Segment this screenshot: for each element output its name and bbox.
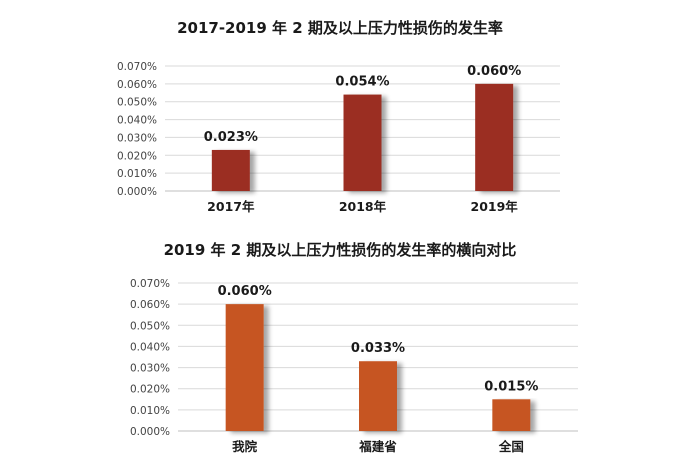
data-label: 0.060% — [218, 284, 272, 299]
bar — [343, 94, 382, 191]
y-tick-label: 0.030% — [117, 132, 157, 144]
y-tick-label: 0.040% — [117, 115, 157, 127]
y-tick-label: 0.070% — [130, 278, 170, 290]
y-tick-label: 0.010% — [117, 168, 157, 180]
chart-2-title: 2019 年 2 期及以上压力性损伤的发生率的横向对比 — [164, 241, 517, 259]
y-tick-label: 0.020% — [117, 150, 157, 162]
y-tick-label: 0.050% — [130, 320, 170, 332]
y-tick-label: 0.040% — [130, 341, 170, 353]
y-tick-label: 0.010% — [130, 405, 170, 417]
category-label: 2017年 — [207, 199, 255, 214]
data-label: 0.023% — [204, 130, 258, 145]
y-tick-label: 0.030% — [130, 363, 170, 375]
y-tick-label: 0.060% — [117, 79, 157, 91]
bar — [211, 149, 250, 191]
category-label: 我院 — [232, 439, 258, 454]
y-tick-label: 0.000% — [130, 426, 170, 438]
category-label: 2018年 — [339, 199, 387, 214]
category-label: 福建省 — [358, 439, 397, 454]
bar — [492, 399, 531, 431]
chart-1: 2017-2019 年 2 期及以上压力性损伤的发生率 0.000% 0.010%… — [117, 19, 560, 214]
chart-1-title: 2017-2019 年 2 期及以上压力性损伤的发生率 — [177, 19, 503, 37]
bar — [225, 304, 264, 431]
bar — [475, 83, 514, 191]
data-label: 0.015% — [484, 379, 538, 394]
bar — [359, 361, 397, 431]
y-tick-label: 0.020% — [130, 384, 170, 396]
category-label: 2019年 — [471, 199, 519, 214]
data-label: 0.054% — [335, 75, 389, 90]
y-tick-label: 0.070% — [117, 61, 157, 73]
category-label: 全国 — [498, 439, 524, 454]
y-tick-label: 0.060% — [130, 299, 170, 311]
data-label: 0.060% — [467, 64, 521, 79]
chart-2: 2019 年 2 期及以上压力性损伤的发生率的横向对比 0.000% 0.010%… — [130, 241, 578, 454]
y-tick-label: 0.000% — [117, 186, 157, 198]
y-tick-label: 0.050% — [117, 97, 157, 109]
data-label: 0.033% — [351, 341, 405, 356]
